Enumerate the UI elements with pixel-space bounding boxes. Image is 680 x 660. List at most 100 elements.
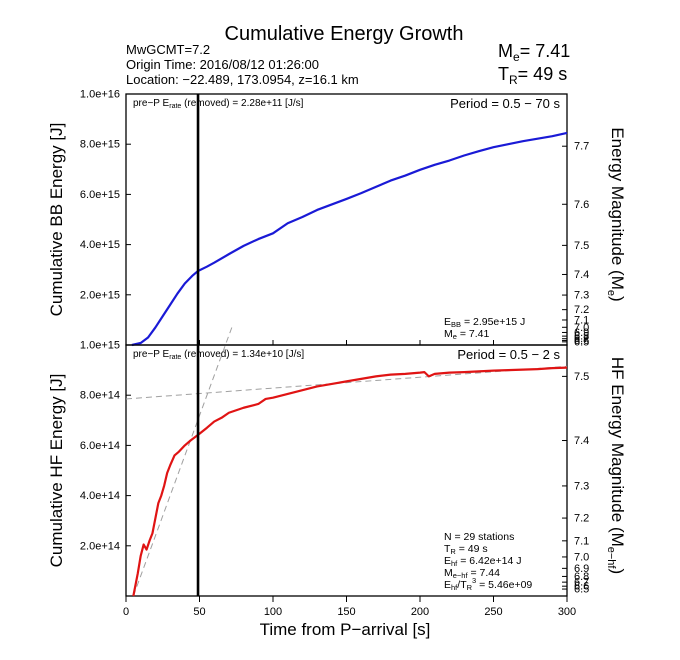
bb-mag-tick-label: 7.7 [574,141,589,153]
tr-readout-label: T [498,64,509,84]
bb-mag-tick-label: 7.0 [574,322,589,334]
x-tick-label: 250 [484,606,502,618]
hf-mag-tick-label: 7.5 [574,371,589,383]
hf-fit-line-1 [132,327,233,597]
hf-ytick-label: 1.0e+15 [80,340,120,352]
bb-mag-tick-label: 6.6 [574,335,589,347]
hf-energy-series [132,366,568,597]
bb-plot-frame [125,93,568,346]
hf-mag-tick-label: 7.1 [574,535,589,547]
bb-stat-sub: BB [451,320,461,329]
bb-stat-post: = 7.41 [457,328,490,340]
x-tick-label: 150 [337,606,355,618]
info-line-2: Location: −22.489, 173.0954, z=16.1 km [126,72,359,87]
hf-stat-post2: = 5.46e+09 [476,579,532,591]
hf-pre-p-value: (removed) = 1.34e+10 [J/s] [181,349,304,360]
x-tick-label: 50 [193,606,205,618]
bb-period-label: Period = 0.5 − 70 s [450,96,560,111]
me-readout-label: M [498,41,513,61]
hf-stat-post: = 6.42e+14 J [457,555,521,567]
hf-y2label: HF Energy Magnitude (Me−hf) [605,357,627,574]
bb-mag-tick-label: 7.3 [574,290,589,302]
bb-mag-tick-label: 7.6 [574,199,589,211]
bb-ytick-label: 4.0e+15 [80,239,120,251]
bb-y2label-sub: e [605,290,617,296]
bb-stat-line: Me = 7.41 [444,328,489,341]
me-readout-value: = 7.41 [520,41,571,61]
me-readout: Me= 7.41 [498,41,570,64]
hf-pre-p-sub: rate [169,354,181,361]
hf-stat-pre: N = 29 stations [444,531,514,543]
hf-mag-tick-label: 7.0 [574,551,589,563]
hf-mag-tick-label: 6.8 [574,571,589,583]
bb-y2label: Energy Magnitude (Me) [605,127,627,301]
info-line-1: Origin Time: 2016/08/12 01:26:00 [126,57,319,72]
x-tick-label: 0 [123,606,129,618]
hf-ytick-label: 2.0e+14 [80,540,120,552]
bb-mag-tick-label: 7.4 [574,269,589,281]
hf-stat-post: /T [457,579,467,591]
bb-ylabel: Cumulative BB Energy [J] [47,123,66,317]
bb-stat-line: EBB = 2.95e+15 J [444,316,525,329]
me-readout-sub: e [513,50,520,64]
bb-mag-tick-label: 7.2 [574,304,589,316]
hf-stat-line: Ehf = 6.42e+14 J [444,555,522,568]
hf-stat-post: = 49 s [456,543,488,555]
hf-energy-panel: 2.0e+14 4.0e+14 6.0e+14 8.0e+14 1.0e+15 Cumul… [47,327,627,597]
bb-ytick-label: 6.0e+15 [80,189,120,201]
hf-stat-sub2: R [467,583,473,592]
hf-stat-line: N = 29 stations [444,531,514,543]
bb-stat-post: = 2.95e+15 J [461,316,525,328]
hf-mag-tick-label: 6.7 [574,577,589,589]
hf-mag-tick-label: 6.9 [574,563,589,575]
hf-ytick-label: 4.0e+14 [80,490,120,502]
bb-mag-tick-label: 6.8 [574,331,589,343]
bb-energy-panel: 2.0e+15 4.0e+15 6.0e+15 8.0e+15 1.0e+16 Cumul… [47,89,627,349]
hf-stat-sub: hf [451,559,458,568]
hf-ytick-label: 6.0e+14 [80,440,120,452]
hf-pre-p-annotation: pre−P Erate (removed) = 1.34e+10 [J/s] [133,349,304,361]
hf-stat-pre: E [444,555,451,567]
hf-mag-tick-label: 6.5 [574,584,589,596]
hf-fit-line-0 [125,365,568,400]
bb-ytick-label: 1.0e+16 [80,89,120,101]
bb-energy-series [131,131,568,347]
bb-mag-tick-label: 6.7 [574,333,589,345]
hf-pre-p-label: pre−P E [133,349,170,360]
bb-pre-p-value: (removed) = 2.28e+11 [J/s] [181,98,303,109]
hf-mag-tick-label: 7.3 [574,480,589,492]
x-tick-label: 300 [558,606,576,618]
hf-stat-sub: R [450,547,456,556]
bb-ytick-label: 8.0e+15 [80,139,120,151]
hf-stat-sub: hf [451,583,458,592]
hf-stat-pre: M [444,567,453,579]
hf-y2label-end: ) [608,568,627,574]
bb-stat-pre: E [444,316,451,328]
hf-stat-line: TR = 49 s [444,543,488,556]
hf-stat-line: Ehf/TR3 = 5.46e+09 [444,576,532,592]
hf-stat-sup: 3 [472,576,476,585]
bb-stat-pre: M [444,328,453,340]
hf-mag-tick-label: 7.2 [574,513,589,525]
hf-mag-tick-label: 6.6 [574,581,589,593]
x-tick-label: 200 [411,606,429,618]
hf-stat-post: = 7.44 [468,567,501,579]
tr-readout-sub: R [509,73,518,87]
bb-y2label-main: Energy Magnitude (M [608,127,627,290]
hf-stat-pre: E [444,579,451,591]
x-axis: 0 50 100 150 200 250 300 [123,340,576,618]
hf-ytick-label: 8.0e+14 [80,390,120,402]
bb-pre-p-label: pre−P E [133,98,170,109]
bb-mag-tick-label: 7.5 [574,240,589,252]
hf-mag-tick-label: 7.4 [574,435,589,447]
bb-mag-tick-label: 6.9 [574,327,589,339]
bb-stat-sub: e [453,332,457,341]
x-axis-label: Time from P−arrival [s] [260,620,431,639]
bb-ytick-label: 2.0e+15 [80,289,120,301]
tr-readout-value: = 49 s [518,64,568,84]
x-tick-label: 100 [264,606,282,618]
bb-pre-p-annotation: pre−P Erate (removed) = 2.28e+11 [J/s] [133,98,304,110]
info-line-0: MwGCMT=7.2 [126,42,210,57]
hf-stat-pre: T [444,543,451,555]
